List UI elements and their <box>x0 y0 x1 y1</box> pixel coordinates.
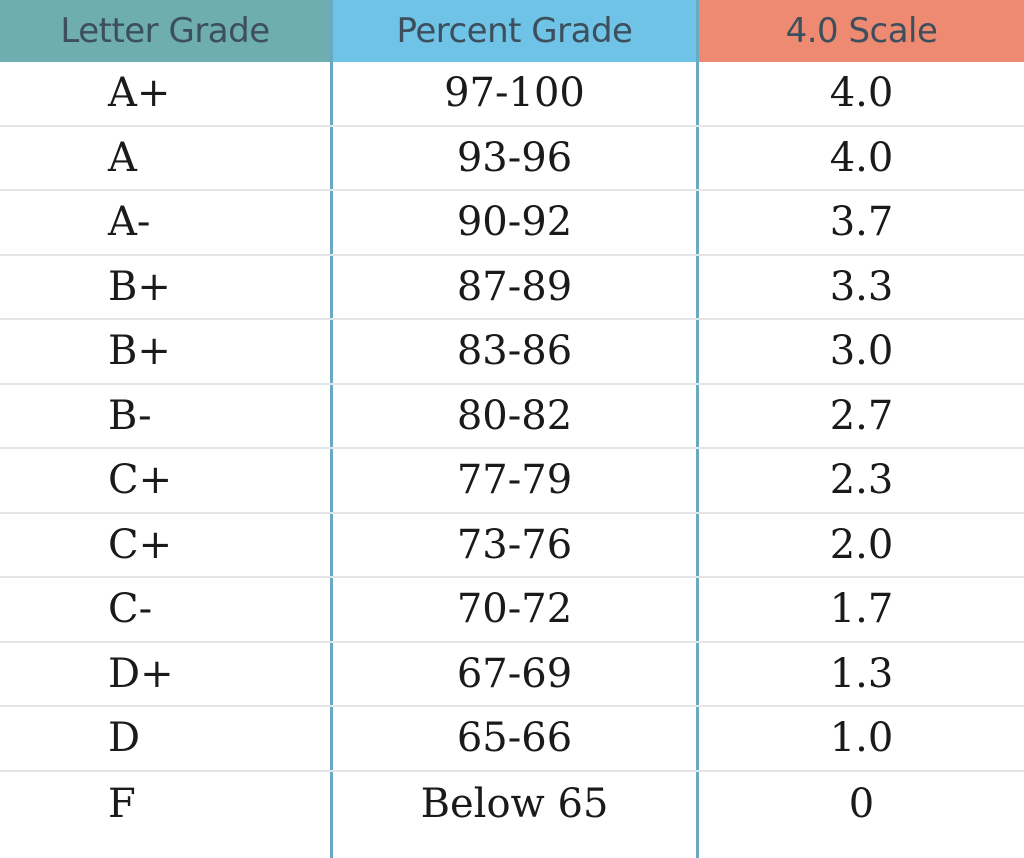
scale-cell: 3.7 <box>829 199 894 246</box>
scale-header: 4.0 Scale <box>699 0 1024 62</box>
table-row: B+ 83-86 3.0 <box>0 320 1024 385</box>
table-row: C+ 77-79 2.3 <box>0 449 1024 514</box>
table-row: C- 70-72 1.7 <box>0 578 1024 643</box>
table-row: B+ 87-89 3.3 <box>0 256 1024 320</box>
percent-grade-header: Percent Grade <box>333 0 696 62</box>
percent-grade-cell: 73-76 <box>456 521 573 568</box>
letter-grade-cell: B+ <box>108 263 171 310</box>
scale-cell: 2.7 <box>829 392 894 439</box>
percent-grade-cell: 90-92 <box>456 199 573 246</box>
letter-grade-cell: F <box>108 780 136 827</box>
percent-grade-cell: 87-89 <box>456 263 573 310</box>
scale-cell: 2.0 <box>829 521 894 568</box>
percent-grade-cell: 80-82 <box>456 392 573 439</box>
scale-cell: 2.3 <box>829 457 894 504</box>
scale-cell: 1.3 <box>829 650 894 697</box>
letter-grade-cell: A+ <box>108 70 171 117</box>
table-row: D+ 67-69 1.3 <box>0 643 1024 707</box>
scale-cell: 4.0 <box>829 70 894 117</box>
table-row: A+ 97-100 4.0 <box>0 62 1024 127</box>
letter-grade-cell: C- <box>108 586 153 633</box>
scale-cell: 1.7 <box>829 586 894 633</box>
scale-cell: 4.0 <box>829 134 894 181</box>
percent-grade-cell: 77-79 <box>456 457 573 504</box>
table-row: A 93-96 4.0 <box>0 127 1024 191</box>
percent-grade-cell: 93-96 <box>456 134 573 181</box>
table-row: F Below 65 0 <box>0 772 1024 837</box>
scale-cell: 0 <box>848 780 875 827</box>
percent-grade-cell: 97-100 <box>444 70 585 117</box>
letter-grade-cell: C+ <box>108 457 173 504</box>
table-body: A+ 97-100 4.0 A 93-96 4.0 A- 90-92 3.7 B+ 87-89 3.3… <box>0 62 1024 836</box>
letter-grade-cell: D <box>108 715 141 762</box>
table-row: A- 90-92 3.7 <box>0 191 1024 256</box>
table-row: B- 80-82 2.7 <box>0 385 1024 449</box>
column-divider <box>330 0 333 858</box>
letter-grade-cell: D+ <box>108 650 174 697</box>
percent-grade-cell: Below 65 <box>420 780 609 827</box>
scale-cell: 1.0 <box>829 715 894 762</box>
table-row: D 65-66 1.0 <box>0 707 1024 772</box>
letter-grade-cell: B- <box>108 392 152 439</box>
scale-cell: 3.3 <box>829 263 894 310</box>
letter-grade-cell: B+ <box>108 328 171 375</box>
percent-grade-cell: 83-86 <box>456 328 573 375</box>
letter-grade-cell: C+ <box>108 521 173 568</box>
percent-grade-cell: 67-69 <box>456 650 573 697</box>
table-row: C+ 73-76 2.0 <box>0 514 1024 578</box>
scale-cell: 3.0 <box>829 328 894 375</box>
column-divider <box>696 0 699 858</box>
letter-grade-cell: A <box>108 134 137 181</box>
letter-grade-header: Letter Grade <box>0 0 330 62</box>
table-header-row: Letter Grade Percent Grade 4.0 Scale <box>0 0 1024 62</box>
percent-grade-cell: 70-72 <box>456 586 573 633</box>
letter-grade-cell: A- <box>108 199 151 246</box>
percent-grade-cell: 65-66 <box>456 715 573 762</box>
